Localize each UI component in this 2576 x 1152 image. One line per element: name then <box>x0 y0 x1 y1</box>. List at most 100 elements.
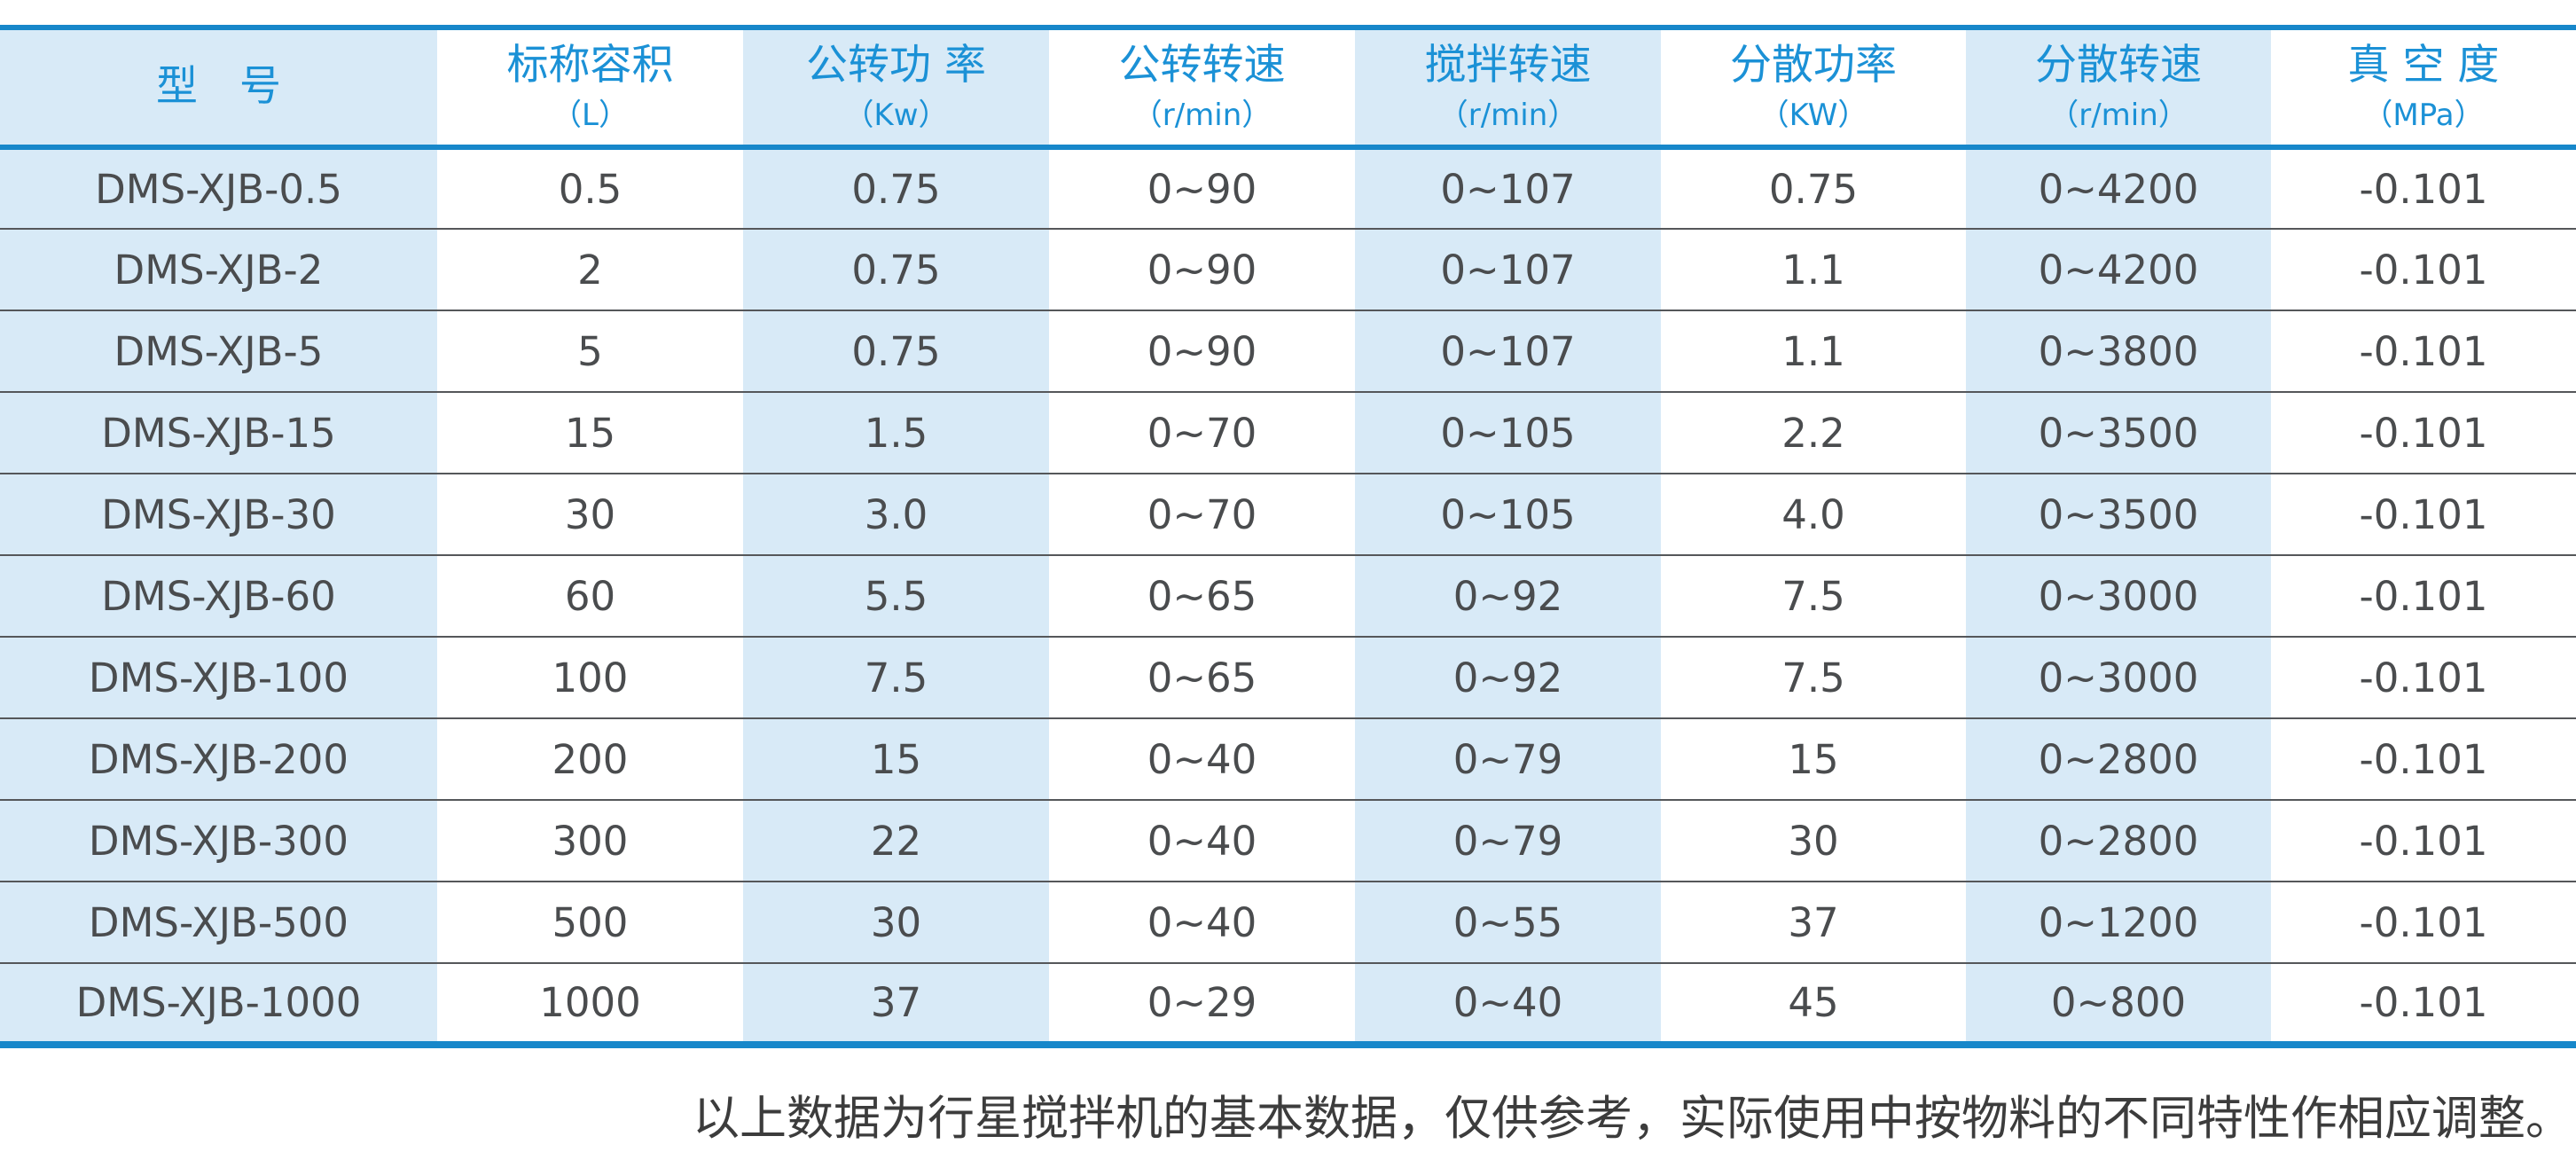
value-cell: 0.75 <box>743 147 1049 229</box>
spec-table: 型 号 标称容积 （L） 公转功 率 （Kw） 公转转速 （r/min） 搅拌转速 （r/min… <box>0 25 2576 1048</box>
value-cell: 0~2800 <box>1966 717 2271 800</box>
value-cell: 5 <box>437 310 743 392</box>
table-row: DMS-XJB-30 30 3.0 0~70 0~105 4.0 0~3500 -0.101 <box>0 473 2576 555</box>
header-row: 型 号 标称容积 （L） 公转功 率 （Kw） 公转转速 （r/min） 搅拌转速 （r/min… <box>0 27 2576 150</box>
value-cell: -0.101 <box>2271 310 2576 392</box>
column-title: 标称容积 <box>506 40 674 90</box>
footnote: 以上数据为行星搅拌机的基本数据，仅供参考，实际使用中按物料的不同特性作相应调整。 <box>693 1092 2572 1146</box>
value-cell: 0~92 <box>1355 636 1661 718</box>
value-cell: -0.101 <box>2271 881 2576 963</box>
column-unit: （Kw） <box>843 98 949 134</box>
table-row: DMS-XJB-100 100 7.5 0~65 0~92 7.5 0~3000 -0.101 <box>0 636 2576 718</box>
value-cell: 5.5 <box>743 554 1049 637</box>
value-cell: 45 <box>1661 962 1966 1045</box>
value-cell: 0.75 <box>1661 147 1966 229</box>
value-cell: 0~29 <box>1049 962 1355 1045</box>
value-cell: 7.5 <box>743 636 1049 718</box>
column-header: 公转功 率 （Kw） <box>743 27 1049 150</box>
value-cell: 1000 <box>437 962 743 1045</box>
value-cell: 0~70 <box>1049 473 1355 555</box>
value-cell: 0~107 <box>1355 147 1661 229</box>
value-cell: -0.101 <box>2271 799 2576 882</box>
column-title: 真 空 度 <box>2347 40 2500 90</box>
column-unit: （KW） <box>1758 98 1868 134</box>
column-unit: （r/min） <box>2048 98 2188 134</box>
value-cell: 22 <box>743 799 1049 882</box>
value-cell: 0~90 <box>1049 228 1355 310</box>
value-cell: 3.0 <box>743 473 1049 555</box>
column-title: 搅拌转速 <box>1424 40 1592 90</box>
table-row: DMS-XJB-60 60 5.5 0~65 0~92 7.5 0~3000 -0.101 <box>0 554 2576 637</box>
value-cell: 30 <box>437 473 743 555</box>
value-cell: 0~3500 <box>1966 473 2271 555</box>
column-header: 分散转速 （r/min） <box>1966 27 2271 150</box>
value-cell: 0~79 <box>1355 717 1661 800</box>
value-cell: 2 <box>437 228 743 310</box>
value-cell: 37 <box>743 962 1049 1045</box>
value-cell: -0.101 <box>2271 962 2576 1045</box>
value-cell: 0~107 <box>1355 310 1661 392</box>
column-unit: （L） <box>552 98 629 134</box>
model-cell: DMS-XJB-60 <box>0 554 437 637</box>
column-unit: （r/min） <box>1437 98 1578 134</box>
value-cell: 7.5 <box>1661 636 1966 718</box>
value-cell: 30 <box>743 881 1049 963</box>
model-cell: DMS-XJB-300 <box>0 799 437 882</box>
value-cell: 100 <box>437 636 743 718</box>
value-cell: 0~107 <box>1355 228 1661 310</box>
value-cell: 0~3800 <box>1966 310 2271 392</box>
table-row: DMS-XJB-1000 1000 37 0~29 0~40 45 0~800 -0.101 <box>0 962 2576 1045</box>
value-cell: -0.101 <box>2271 228 2576 310</box>
value-cell: 0~1200 <box>1966 881 2271 963</box>
model-cell: DMS-XJB-1000 <box>0 962 437 1045</box>
value-cell: 0~4200 <box>1966 147 2271 229</box>
value-cell: 0~90 <box>1049 310 1355 392</box>
model-cell: DMS-XJB-2 <box>0 228 437 310</box>
value-cell: 0.75 <box>743 310 1049 392</box>
table-row: DMS-XJB-500 500 30 0~40 0~55 37 0~1200 -0.101 <box>0 881 2576 963</box>
value-cell: 200 <box>437 717 743 800</box>
table-row: DMS-XJB-2 2 0.75 0~90 0~107 1.1 0~4200 -0.101 <box>0 228 2576 310</box>
value-cell: 500 <box>437 881 743 963</box>
value-cell: 0~105 <box>1355 473 1661 555</box>
model-cell: DMS-XJB-100 <box>0 636 437 718</box>
value-cell: 2.2 <box>1661 391 1966 474</box>
column-header: 标称容积 （L） <box>437 27 743 150</box>
model-cell: DMS-XJB-5 <box>0 310 437 392</box>
column-header: 真 空 度 （MPa） <box>2271 27 2576 150</box>
value-cell: 4.0 <box>1661 473 1966 555</box>
value-cell: -0.101 <box>2271 636 2576 718</box>
table-body: DMS-XJB-0.5 0.5 0.75 0~90 0~107 0.75 0~4200 -0.… <box>0 147 2576 1045</box>
model-cell: DMS-XJB-0.5 <box>0 147 437 229</box>
value-cell: 30 <box>1661 799 1966 882</box>
model-cell: DMS-XJB-15 <box>0 391 437 474</box>
value-cell: 0~4200 <box>1966 228 2271 310</box>
column-unit: （r/min） <box>1131 98 1272 134</box>
value-cell: 0~55 <box>1355 881 1661 963</box>
value-cell: 0~2800 <box>1966 799 2271 882</box>
column-unit: （MPa） <box>2362 98 2485 134</box>
value-cell: 0~90 <box>1049 147 1355 229</box>
column-title: 公转功 率 <box>806 40 986 90</box>
table-row: DMS-XJB-5 5 0.75 0~90 0~107 1.1 0~3800 -0.101 <box>0 310 2576 392</box>
value-cell: 1.5 <box>743 391 1049 474</box>
table-row: DMS-XJB-15 15 1.5 0~70 0~105 2.2 0~3500 -0.101 <box>0 391 2576 474</box>
value-cell: -0.101 <box>2271 554 2576 637</box>
value-cell: 0~65 <box>1049 636 1355 718</box>
value-cell: 1.1 <box>1661 228 1966 310</box>
table-row: DMS-XJB-0.5 0.5 0.75 0~90 0~107 0.75 0~4200 -0.… <box>0 147 2576 229</box>
column-title: 型 号 <box>156 62 281 112</box>
model-cell: DMS-XJB-500 <box>0 881 437 963</box>
value-cell: 0~3500 <box>1966 391 2271 474</box>
value-cell: 0~70 <box>1049 391 1355 474</box>
value-cell: 15 <box>743 717 1049 800</box>
value-cell: 0~40 <box>1355 962 1661 1045</box>
value-cell: -0.101 <box>2271 391 2576 474</box>
value-cell: 60 <box>437 554 743 637</box>
column-header: 公转转速 （r/min） <box>1049 27 1355 150</box>
value-cell: 0~40 <box>1049 717 1355 800</box>
column-header: 型 号 <box>0 27 437 150</box>
value-cell: 0~79 <box>1355 799 1661 882</box>
column-title: 分散功率 <box>1730 40 1897 90</box>
column-header: 分散功率 （KW） <box>1661 27 1966 150</box>
